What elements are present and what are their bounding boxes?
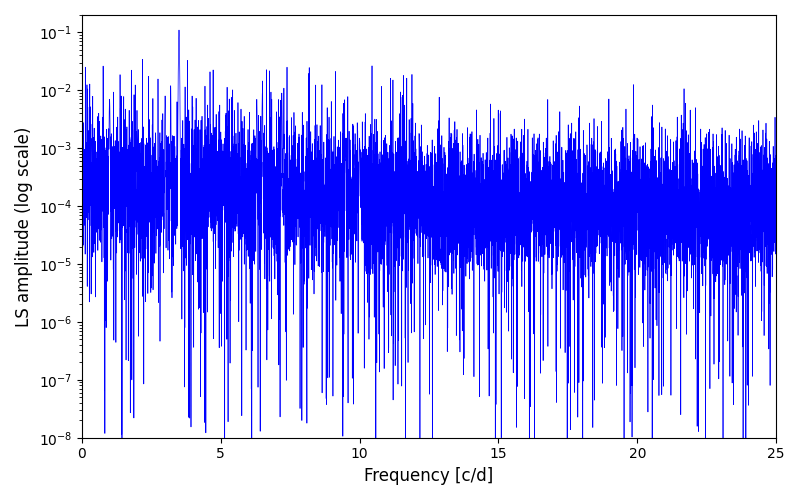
Y-axis label: LS amplitude (log scale): LS amplitude (log scale)	[15, 126, 33, 326]
X-axis label: Frequency [c/d]: Frequency [c/d]	[364, 467, 494, 485]
